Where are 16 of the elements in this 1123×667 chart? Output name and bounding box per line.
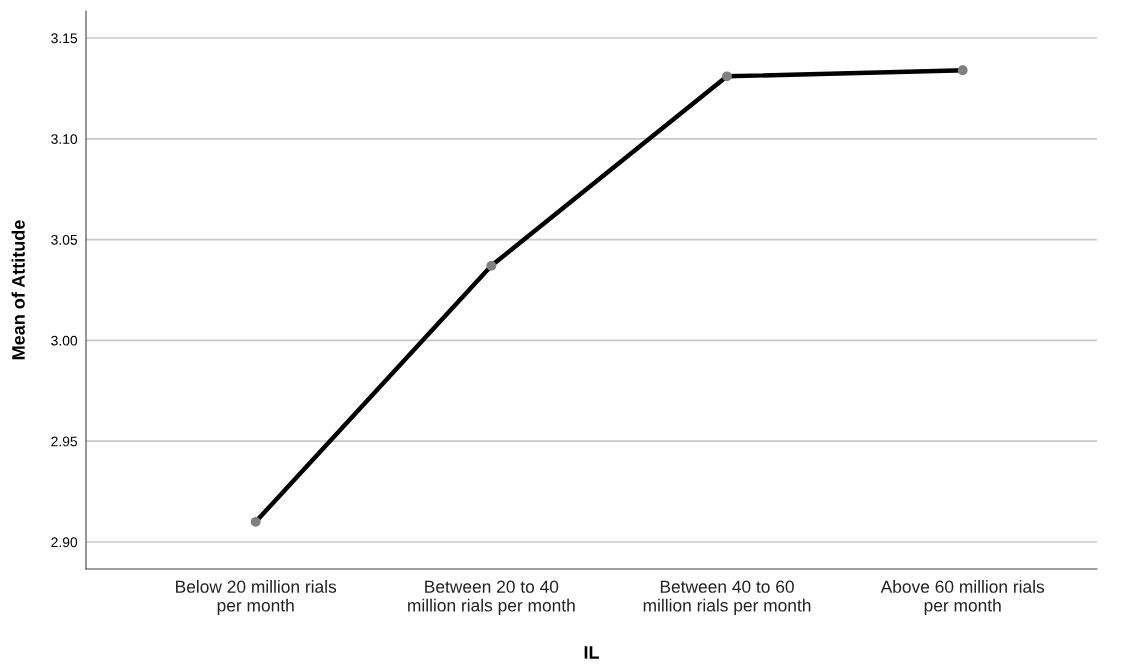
- x-tick-label: Between 20 to 40 million rials per month: [408, 580, 575, 615]
- x-tick-label: Above 60 million rials per month: [880, 580, 1045, 615]
- y-tick-label: 2.90: [51, 537, 78, 548]
- point: [722, 71, 732, 82]
- point: [250, 516, 261, 527]
- y-axis-title: Mean of Attitude: [11, 220, 25, 360]
- y-tick-label: 3.05: [51, 234, 78, 245]
- x-axis-title: IL: [584, 646, 599, 659]
- y-tick-label: 2.95: [51, 436, 78, 447]
- x-tick-label: Below 20 million rials per month: [176, 580, 337, 615]
- point: [957, 65, 968, 76]
- y-tick-label: 3.10: [51, 134, 78, 144]
- y-tick-label: 3.15: [51, 33, 78, 44]
- x-tick-label: Between 40 to 60 million rials per month: [643, 580, 811, 615]
- y-tick-label: 3.00: [51, 335, 78, 346]
- point: [486, 260, 497, 271]
